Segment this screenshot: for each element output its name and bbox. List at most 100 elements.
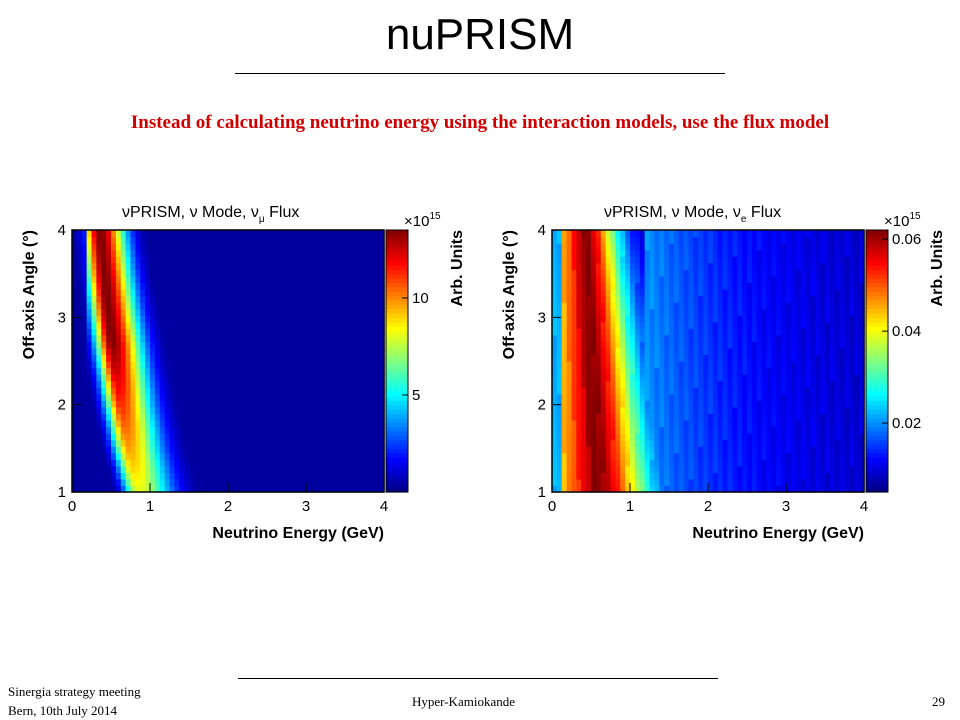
heatmap-cell bbox=[683, 230, 690, 238]
heatmap-cell bbox=[115, 249, 122, 257]
heatmap-cell bbox=[276, 426, 283, 434]
heatmap-cell bbox=[625, 230, 631, 238]
heatmap-cell bbox=[301, 236, 307, 244]
heatmap-cell bbox=[281, 243, 288, 251]
heatmap-cell bbox=[296, 282, 302, 290]
heatmap-cell bbox=[639, 452, 646, 460]
heatmap-cell bbox=[790, 328, 797, 336]
heatmap-cell bbox=[815, 347, 821, 356]
heatmap-cell bbox=[286, 295, 292, 303]
heatmap-cell bbox=[335, 452, 341, 460]
heatmap-cell bbox=[325, 472, 331, 480]
heatmap-cell bbox=[703, 452, 709, 460]
heatmap-cell bbox=[271, 400, 278, 408]
heatmap-cell bbox=[829, 262, 836, 270]
heatmap-cell bbox=[325, 256, 331, 264]
heatmap-cell bbox=[145, 361, 151, 369]
heatmap-cell bbox=[320, 433, 327, 441]
heatmap-cell bbox=[669, 367, 675, 375]
heatmap-cell bbox=[242, 419, 249, 428]
heatmap-cell bbox=[364, 230, 370, 238]
colorbar-segment bbox=[386, 291, 408, 297]
heatmap-cell bbox=[781, 262, 787, 270]
heatmap-cell bbox=[193, 465, 200, 473]
heatmap-cell bbox=[712, 400, 719, 408]
heatmap-cell bbox=[306, 361, 312, 369]
heatmap-cell bbox=[159, 387, 166, 395]
heatmap-cell bbox=[315, 426, 322, 434]
heatmap-cell bbox=[639, 256, 646, 264]
heatmap-cell bbox=[174, 302, 180, 310]
heatmap-cell bbox=[252, 459, 258, 467]
heatmap-cell bbox=[737, 295, 743, 303]
heatmap-cell bbox=[349, 243, 356, 251]
heatmap-cell bbox=[306, 354, 312, 362]
heatmap-cell bbox=[756, 230, 763, 238]
heatmap-cell bbox=[106, 282, 112, 290]
heatmap-cell bbox=[664, 354, 670, 362]
heatmap-cell bbox=[267, 308, 273, 316]
heatmap-cell bbox=[81, 328, 88, 336]
heatmap-cell bbox=[354, 413, 361, 421]
heatmap-cell bbox=[242, 302, 249, 310]
heatmap-cell bbox=[786, 400, 792, 408]
heatmap-cell bbox=[644, 361, 651, 369]
heatmap-cell bbox=[174, 347, 180, 356]
heatmap-cell bbox=[72, 478, 78, 487]
heatmap-cell bbox=[644, 334, 651, 342]
heatmap-cell bbox=[135, 321, 141, 329]
heatmap-cell bbox=[576, 452, 582, 460]
heatmap-cell bbox=[820, 315, 826, 323]
heatmap-cell bbox=[639, 433, 646, 441]
heatmap-cell bbox=[815, 472, 821, 480]
heatmap-cell bbox=[722, 419, 729, 428]
heatmap-cell bbox=[630, 472, 636, 480]
heatmap-cell bbox=[664, 413, 670, 421]
heatmap-cell bbox=[703, 236, 709, 244]
heatmap-cell bbox=[286, 380, 292, 388]
heatmap-cell bbox=[359, 288, 366, 297]
heatmap-cell bbox=[154, 446, 161, 454]
heatmap-cell bbox=[252, 347, 258, 356]
heatmap-cell bbox=[72, 439, 78, 447]
heatmap-cell bbox=[159, 367, 166, 375]
heatmap-cell bbox=[781, 295, 787, 303]
heatmap-cell bbox=[86, 341, 93, 349]
heatmap-cell bbox=[81, 236, 88, 244]
heatmap-cell bbox=[262, 354, 268, 362]
heatmap-cell bbox=[693, 334, 699, 342]
heatmap-cell bbox=[732, 275, 738, 283]
heatmap-cell bbox=[742, 413, 748, 421]
heatmap-cell bbox=[683, 433, 690, 441]
heatmap-cell bbox=[164, 308, 171, 316]
heatmap-cell bbox=[786, 230, 792, 238]
heatmap-cell bbox=[664, 341, 670, 349]
heatmap-cell bbox=[766, 282, 772, 290]
heatmap-cell bbox=[140, 485, 146, 493]
heatmap-cell bbox=[727, 426, 733, 434]
heatmap-cell bbox=[683, 341, 690, 349]
heatmap-cell bbox=[747, 282, 753, 290]
heatmap-cell bbox=[786, 295, 792, 303]
heatmap-cell bbox=[703, 485, 709, 493]
heatmap-cell bbox=[678, 361, 685, 369]
heatmap-cell bbox=[198, 236, 205, 244]
heatmap-cell bbox=[291, 269, 297, 277]
heatmap-cell bbox=[320, 439, 327, 447]
heatmap-cell bbox=[86, 275, 93, 283]
heatmap-cell bbox=[106, 295, 112, 303]
heatmap-cell bbox=[586, 243, 592, 251]
heatmap-cell bbox=[825, 367, 831, 375]
heatmap-cell bbox=[315, 485, 322, 493]
heatmap-cell bbox=[810, 328, 816, 336]
heatmap-cell bbox=[630, 249, 636, 257]
heatmap-cell bbox=[664, 380, 670, 388]
heatmap-cell bbox=[271, 478, 278, 487]
heatmap-cell bbox=[189, 328, 195, 336]
heatmap-cell bbox=[786, 236, 792, 244]
heatmap-cell bbox=[159, 328, 166, 336]
heatmap-cell bbox=[120, 400, 127, 408]
heatmap-cell bbox=[581, 419, 587, 428]
heatmap-cell bbox=[72, 262, 78, 270]
heatmap-cell bbox=[262, 243, 268, 251]
